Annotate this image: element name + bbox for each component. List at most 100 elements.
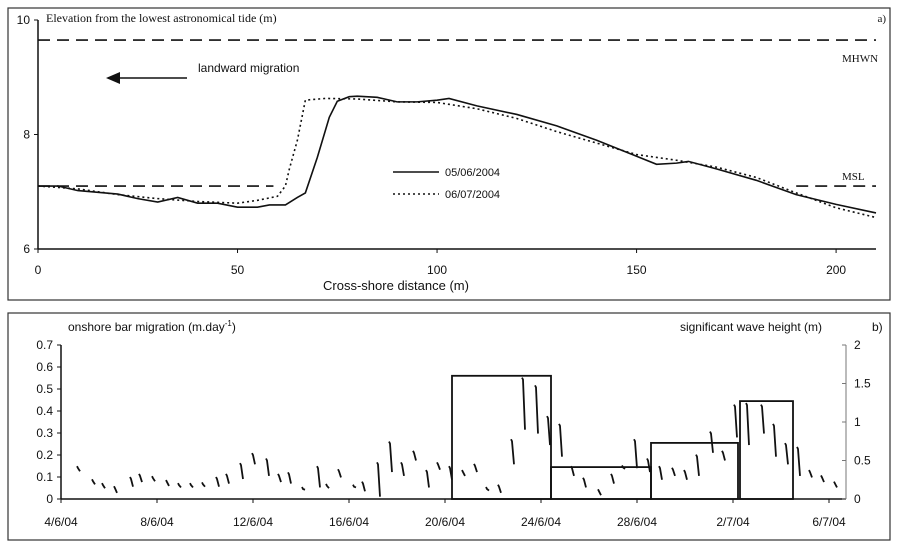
- right-y-tick-label: 1: [854, 415, 861, 429]
- panel-b-right-ylabel: significant wave height (m): [680, 320, 822, 334]
- wave-height-segment: [265, 458, 270, 477]
- right-y-tick-label: 2: [854, 338, 861, 352]
- msl-label: MSL: [842, 171, 865, 183]
- bar-migration-box: [451, 374, 552, 500]
- panel-b-plot: 00.10.20.30.40.50.60.700.511.524/6/04 8/6…: [36, 338, 871, 529]
- mhwn-label: MHWN: [842, 53, 878, 65]
- wave-height-segment: [337, 468, 342, 478]
- wave-height-segment: [772, 423, 777, 457]
- y-tick-label: 10: [17, 13, 31, 27]
- wave-height-segment: [101, 482, 106, 489]
- wave-height-segment: [129, 476, 134, 487]
- right-y-tick-label: 0.5: [854, 454, 871, 468]
- x-tick-label: 200: [826, 263, 846, 277]
- wave-height-segment: [510, 438, 515, 465]
- y-tick-label: 8: [23, 128, 30, 142]
- wave-height-segment: [733, 404, 738, 438]
- wave-height-segment: [316, 465, 321, 488]
- wave-height-segment: [597, 488, 602, 496]
- wave-height-segment: [721, 450, 726, 461]
- wave-height-segment: [448, 465, 453, 480]
- wave-height-segment: [796, 446, 801, 476]
- x-tick-label: 6/7/04: [812, 515, 846, 529]
- x-tick-label: 20/6/04: [425, 515, 465, 529]
- wave-height-segment: [784, 442, 789, 465]
- wave-height-segment: [277, 473, 282, 483]
- wave-height-segment: [201, 481, 206, 488]
- wave-height-segment: [473, 463, 478, 473]
- panel-b-label: b): [872, 320, 883, 334]
- right-y-tick-label: 1.5: [854, 377, 871, 391]
- wave-height-segment: [225, 473, 230, 484]
- left-y-tick-label: 0.4: [36, 404, 53, 418]
- wave-height-segment: [165, 479, 170, 487]
- left-y-tick-label: 0.3: [36, 426, 53, 440]
- legend: 05/06/2004 06/07/2004: [393, 167, 500, 201]
- x-tick-label: 12/6/04: [233, 515, 273, 529]
- wave-height-segment: [189, 482, 194, 489]
- wave-height-segment: [582, 477, 587, 488]
- wave-height-segment: [709, 431, 714, 453]
- bar-migration-box: [650, 441, 739, 500]
- left-y-tick-label: 0: [46, 492, 53, 506]
- wave-height-segment: [76, 465, 81, 472]
- wave-height-segment: [400, 461, 405, 477]
- x-tick-label: 2/7/04: [716, 515, 750, 529]
- bar-migration-box: [739, 400, 794, 500]
- panel-a-ylabel: Elevation from the lowest astronomical t…: [46, 11, 277, 25]
- wave-height-segment: [558, 423, 563, 457]
- wave-height-segment: [671, 467, 676, 477]
- wave-height-segment: [412, 450, 417, 461]
- panel-a-frame: [7, 7, 891, 301]
- wave-height-segment: [91, 478, 96, 485]
- left-y-tick-label: 0.1: [36, 470, 53, 484]
- panel-a-label: a): [877, 13, 886, 25]
- wave-height-segment: [820, 475, 825, 483]
- x-tick-label: 4/6/04: [44, 515, 78, 529]
- panel-b-left-ylabel: onshore bar migration (m.day-1): [68, 319, 236, 334]
- wave-height-segment: [808, 469, 813, 478]
- y-tick-label: 6: [23, 242, 30, 256]
- wave-height-segment: [745, 402, 750, 446]
- wave-height-segment: [521, 377, 526, 430]
- x-tick-label: 0: [35, 263, 42, 277]
- panel-a-xlabel: Cross-shore distance (m): [323, 278, 469, 293]
- landward-migration-label: landward migration: [198, 61, 299, 75]
- wave-height-segment: [436, 461, 441, 471]
- wave-height-segment: [546, 415, 551, 446]
- wave-height-segment: [833, 481, 838, 488]
- x-tick-label: 24/6/04: [521, 515, 561, 529]
- left-y-tick-label: 0.7: [36, 338, 53, 352]
- landward-arrow-icon: [106, 72, 187, 84]
- x-tick-label: 150: [627, 263, 647, 277]
- wave-height-segment: [658, 465, 663, 480]
- wave-height-segment: [301, 486, 306, 491]
- wave-height-segment: [610, 473, 615, 484]
- wave-height-segment: [151, 475, 156, 482]
- wave-height-segment: [534, 384, 539, 434]
- wave-height-segment: [695, 454, 700, 476]
- wave-height-segment: [325, 483, 330, 489]
- wave-height-segment: [760, 404, 765, 434]
- wave-height-segment: [113, 485, 118, 494]
- wave-height-segment: [287, 471, 292, 484]
- x-tick-label: 8/6/04: [140, 515, 174, 529]
- profile-line-1: [38, 95, 877, 214]
- wave-height-segment: [215, 476, 220, 487]
- panel-b-frame: [7, 312, 891, 541]
- x-tick-label: 50: [231, 263, 245, 277]
- wave-height-segment: [570, 465, 575, 477]
- wave-height-segment: [485, 486, 490, 492]
- x-tick-label: 100: [427, 263, 447, 277]
- wave-height-segment: [621, 465, 626, 470]
- left-y-tick-label: 0.2: [36, 448, 53, 462]
- legend-series-1: 05/06/2004: [445, 167, 500, 179]
- wave-height-segment: [425, 469, 430, 488]
- right-y-tick-label: 0: [854, 492, 861, 506]
- x-tick-label: 16/6/04: [329, 515, 369, 529]
- legend-series-2: 06/07/2004: [445, 189, 500, 201]
- wave-height-segment: [646, 458, 651, 473]
- wave-height-segment: [177, 482, 182, 489]
